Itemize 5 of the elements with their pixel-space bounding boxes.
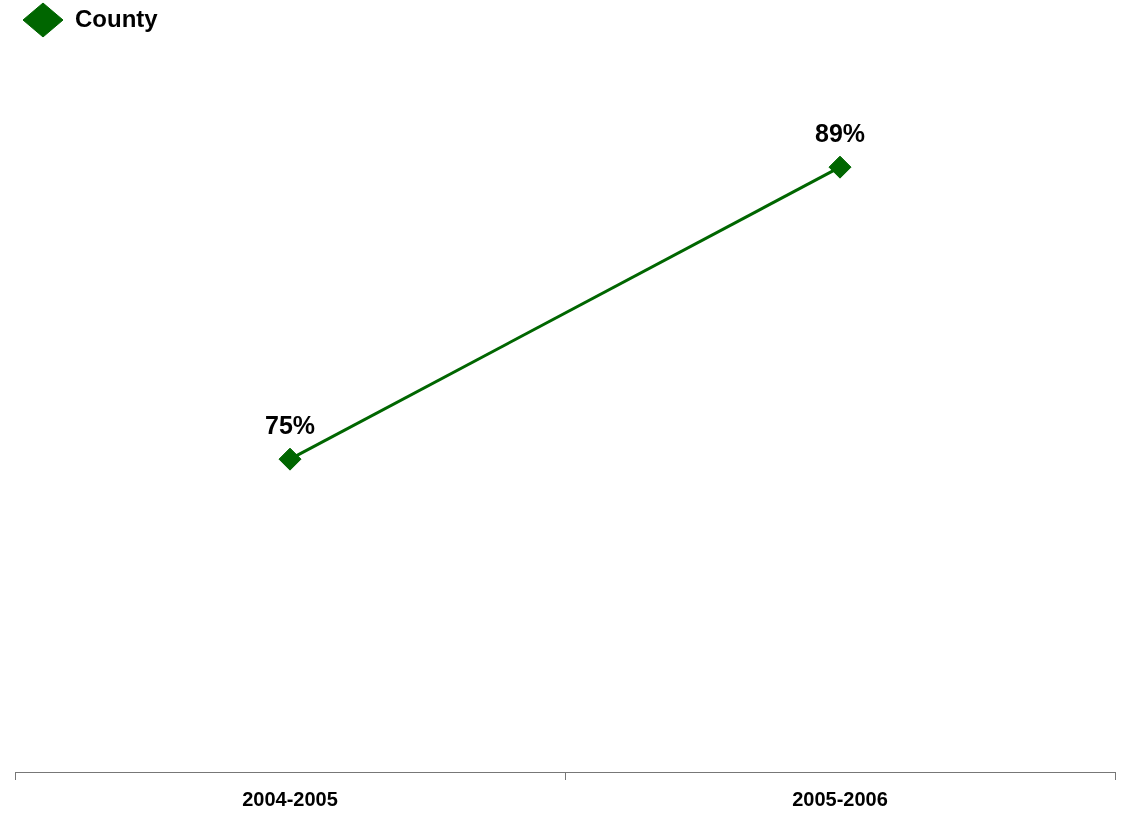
data-label: 75% <box>264 410 316 439</box>
data-label: 89% <box>814 118 866 147</box>
legend-label: County <box>75 4 159 32</box>
x-tick-label: 2005-2006 <box>792 787 888 810</box>
x-tick-label: 2004-2005 <box>242 787 338 810</box>
